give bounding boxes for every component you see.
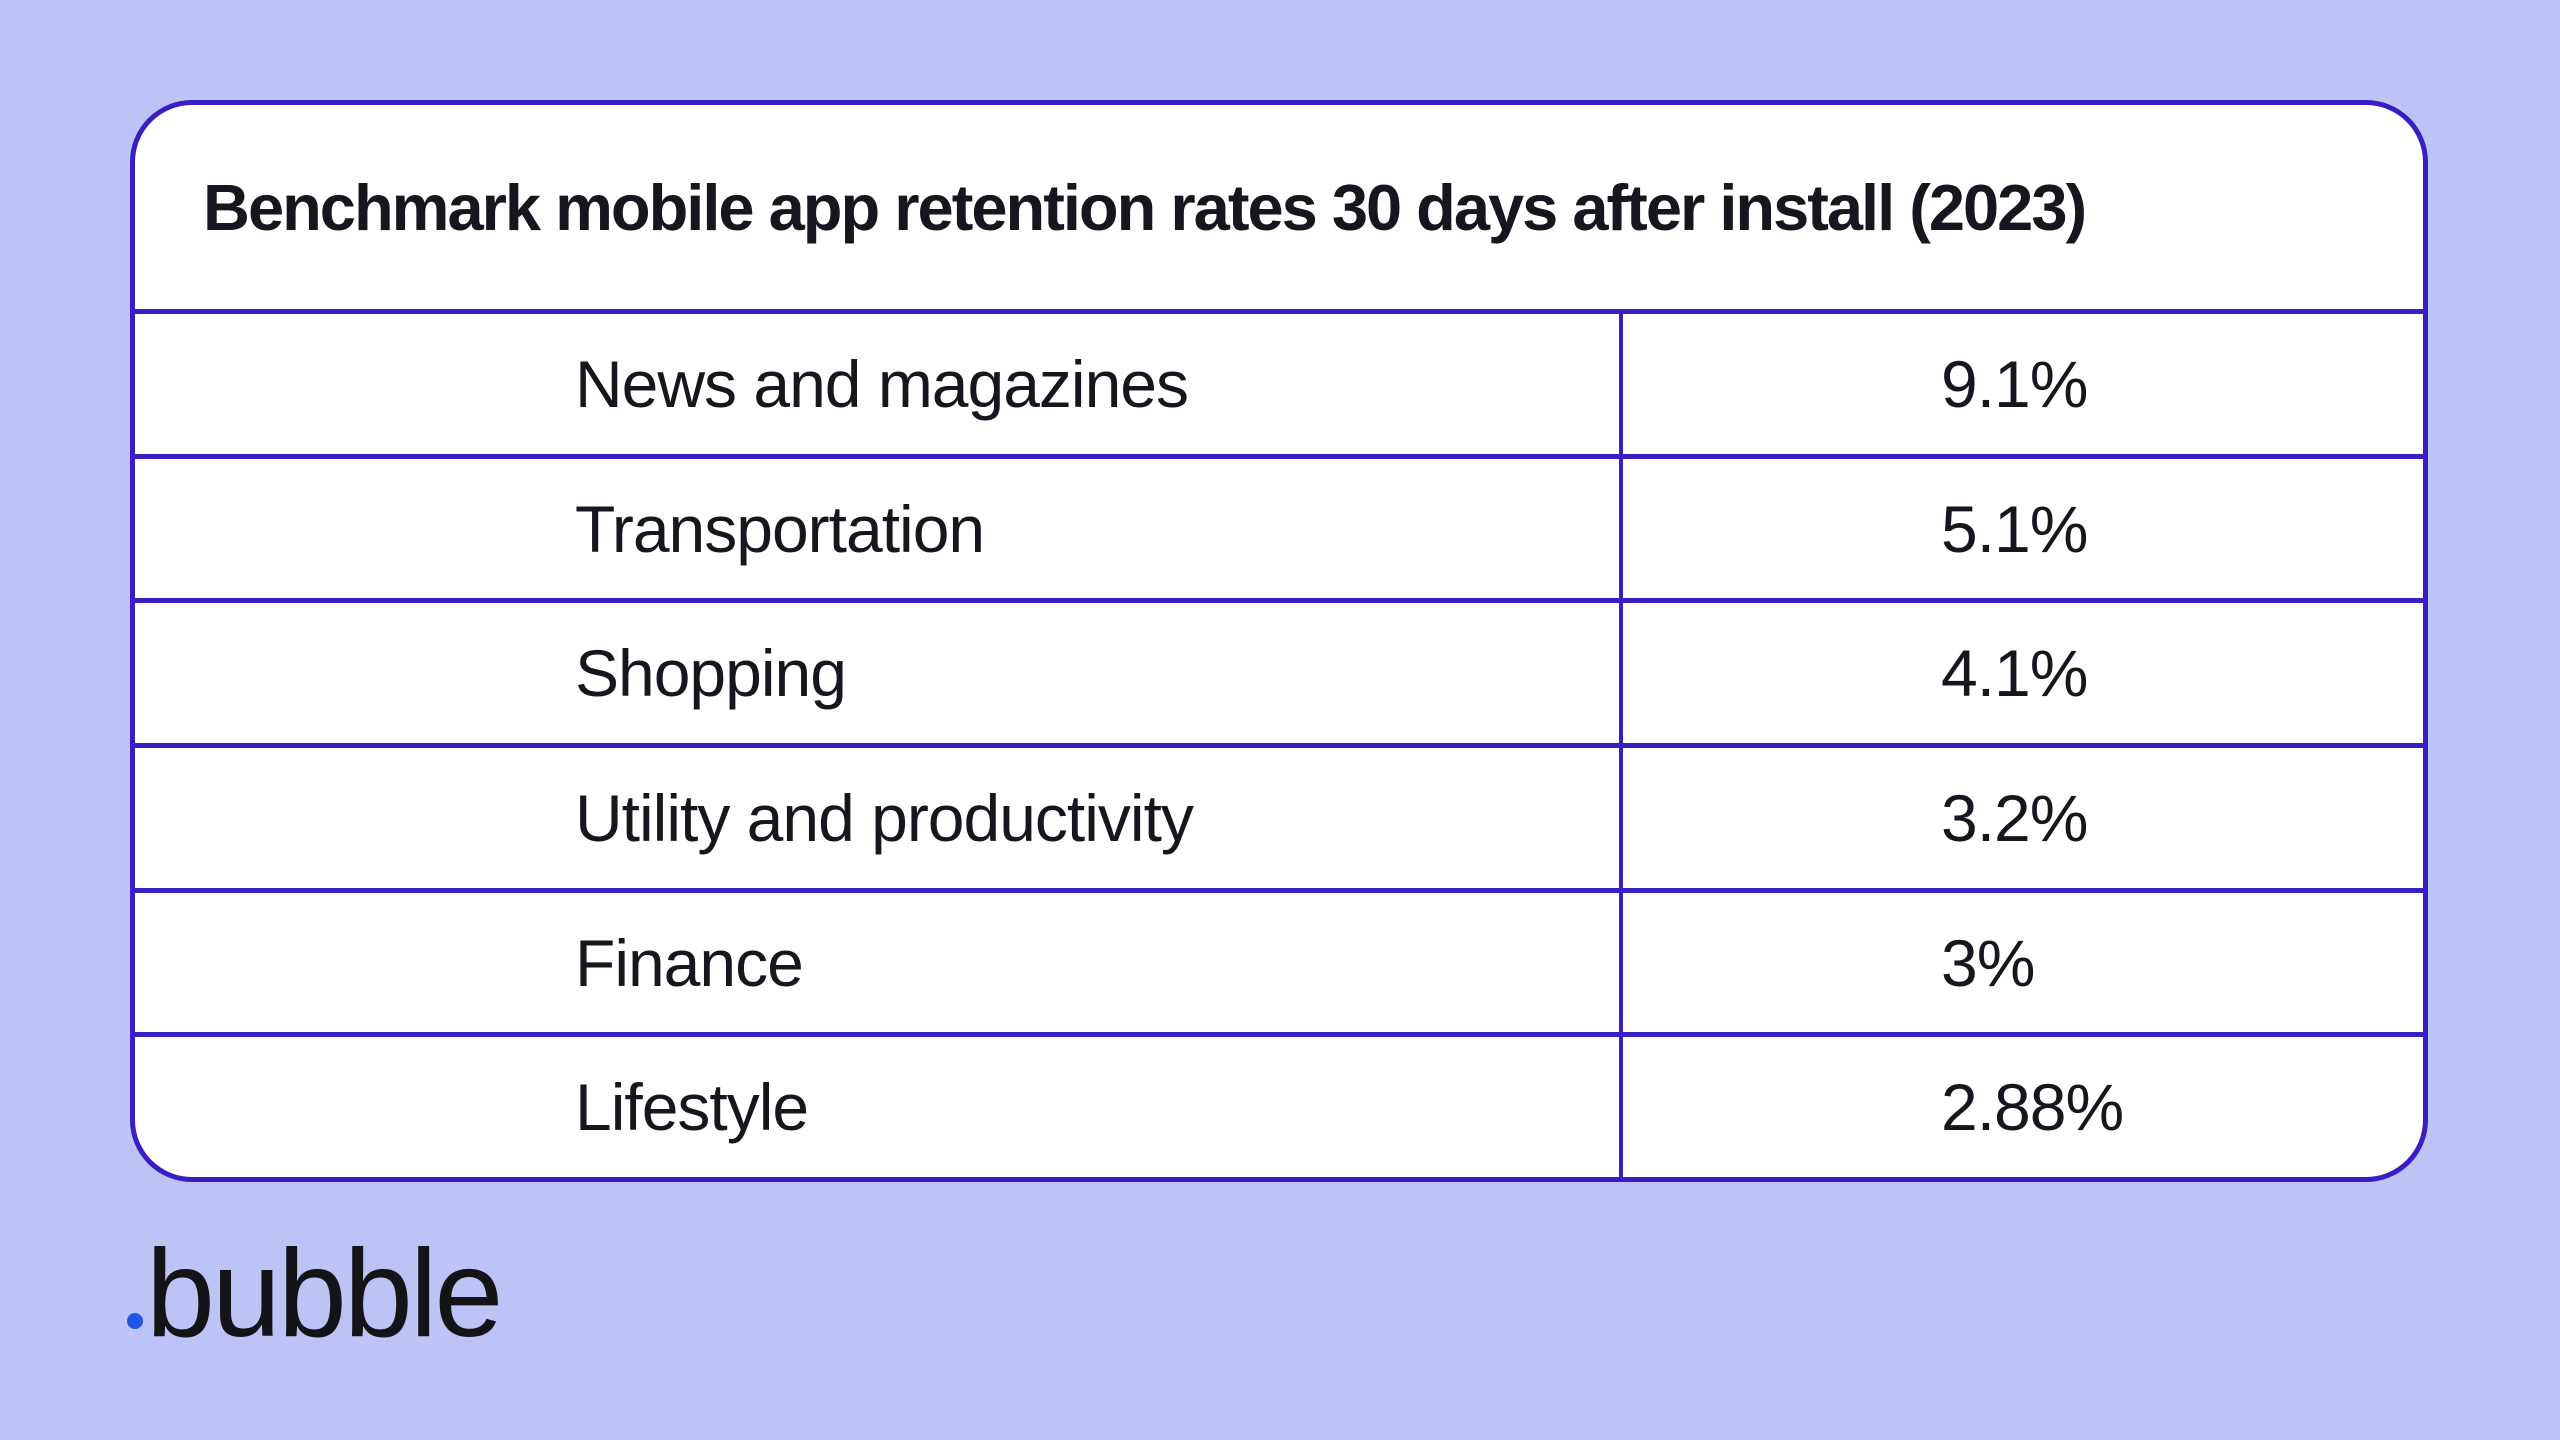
table-row: Utility and productivity 3.2% xyxy=(135,743,2423,888)
bubble-logo: bubble xyxy=(127,1225,503,1363)
value-cell: 9.1% xyxy=(1619,314,2423,454)
retention-table-card: Benchmark mobile app retention rates 30 … xyxy=(130,100,2428,1182)
category-cell: Transportation xyxy=(575,491,985,566)
table-row: News and magazines 9.1% xyxy=(135,309,2423,454)
category-cell: Shopping xyxy=(575,636,847,711)
table-row: Transportation 5.1% xyxy=(135,453,2423,599)
logo-dot-icon xyxy=(127,1313,143,1329)
table-body: News and magazines 9.1% Transportation 5.1%… xyxy=(135,309,2423,1177)
value-cell: 4.1% xyxy=(1619,603,2423,744)
value-cell: 5.1% xyxy=(1619,458,2423,599)
category-cell: Lifestyle xyxy=(575,1070,809,1145)
table-row: Shopping 4.1% xyxy=(135,598,2423,744)
value-cell: 3% xyxy=(1619,892,2423,1033)
table-title: Benchmark mobile app retention rates 30 … xyxy=(203,170,2087,244)
table-row: Lifestyle 2.88% xyxy=(135,1032,2423,1177)
table-row: Finance 3% xyxy=(135,887,2423,1033)
logo-text: bubble xyxy=(146,1225,503,1363)
category-cell: Utility and productivity xyxy=(575,780,1194,855)
category-cell: Finance xyxy=(575,925,804,1000)
category-cell: News and magazines xyxy=(575,346,1189,421)
value-cell: 2.88% xyxy=(1619,1037,2423,1177)
value-cell: 3.2% xyxy=(1619,748,2423,888)
